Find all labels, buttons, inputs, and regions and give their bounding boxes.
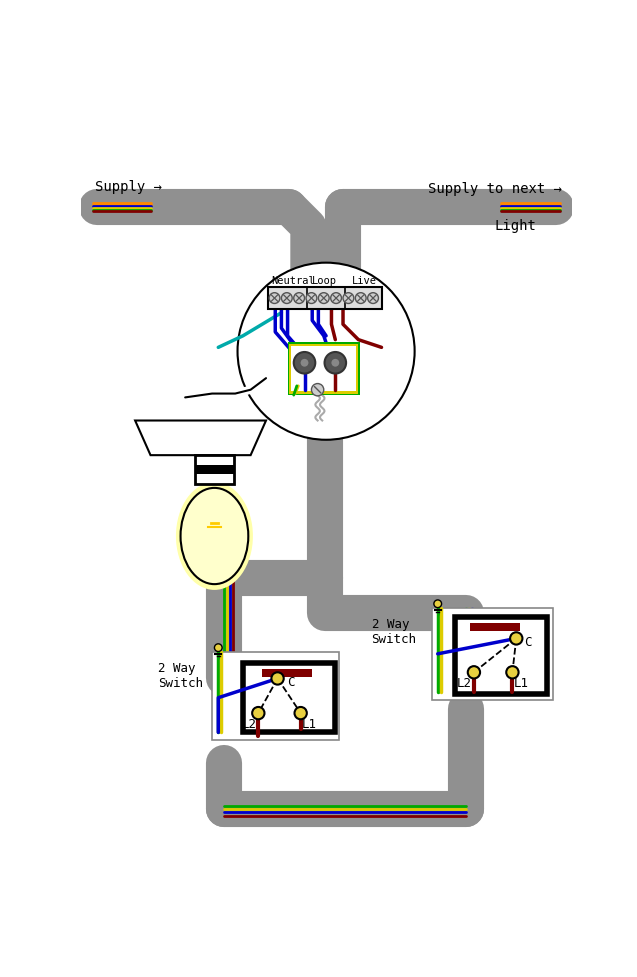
- Circle shape: [368, 293, 378, 304]
- Ellipse shape: [180, 488, 248, 584]
- Text: 2 Way
Switch: 2 Way Switch: [158, 661, 203, 689]
- Text: Loop: Loop: [311, 276, 336, 285]
- Text: Supply to next →: Supply to next →: [427, 182, 562, 195]
- Text: L2: L2: [457, 676, 472, 690]
- Text: Live: Live: [352, 276, 376, 285]
- Text: L2: L2: [241, 717, 256, 730]
- Circle shape: [331, 359, 340, 368]
- Circle shape: [238, 264, 415, 441]
- Circle shape: [506, 666, 519, 679]
- Circle shape: [510, 633, 522, 645]
- Circle shape: [269, 293, 280, 304]
- Circle shape: [294, 353, 315, 374]
- Bar: [289, 344, 359, 394]
- Bar: [455, 617, 547, 694]
- Circle shape: [318, 293, 329, 304]
- Bar: [432, 608, 553, 701]
- Bar: [212, 652, 339, 741]
- Bar: [195, 466, 234, 475]
- Bar: [470, 623, 520, 631]
- Circle shape: [355, 293, 366, 304]
- Circle shape: [300, 359, 309, 368]
- Text: L1: L1: [514, 676, 529, 690]
- Text: C: C: [287, 675, 294, 688]
- Bar: [243, 663, 335, 733]
- Text: C: C: [524, 635, 531, 648]
- Bar: [195, 455, 234, 485]
- Circle shape: [331, 293, 341, 304]
- Circle shape: [468, 666, 480, 679]
- Circle shape: [343, 293, 354, 304]
- Text: Neutral: Neutral: [271, 276, 315, 285]
- Circle shape: [282, 293, 292, 304]
- Bar: [262, 669, 312, 677]
- Circle shape: [215, 644, 222, 652]
- Text: 2 Way
Switch: 2 Way Switch: [371, 617, 417, 645]
- Text: Light: Light: [495, 219, 536, 233]
- Circle shape: [306, 293, 317, 304]
- Circle shape: [252, 707, 264, 719]
- Circle shape: [271, 672, 283, 685]
- Circle shape: [324, 353, 346, 374]
- Circle shape: [434, 600, 441, 608]
- Text: L1: L1: [302, 717, 317, 730]
- Circle shape: [294, 707, 307, 719]
- Bar: [268, 288, 382, 310]
- Ellipse shape: [176, 483, 253, 590]
- Circle shape: [294, 293, 304, 304]
- Circle shape: [311, 384, 324, 397]
- Text: Supply →: Supply →: [95, 180, 162, 194]
- Bar: [287, 343, 360, 396]
- Bar: [292, 347, 356, 392]
- Polygon shape: [135, 421, 266, 455]
